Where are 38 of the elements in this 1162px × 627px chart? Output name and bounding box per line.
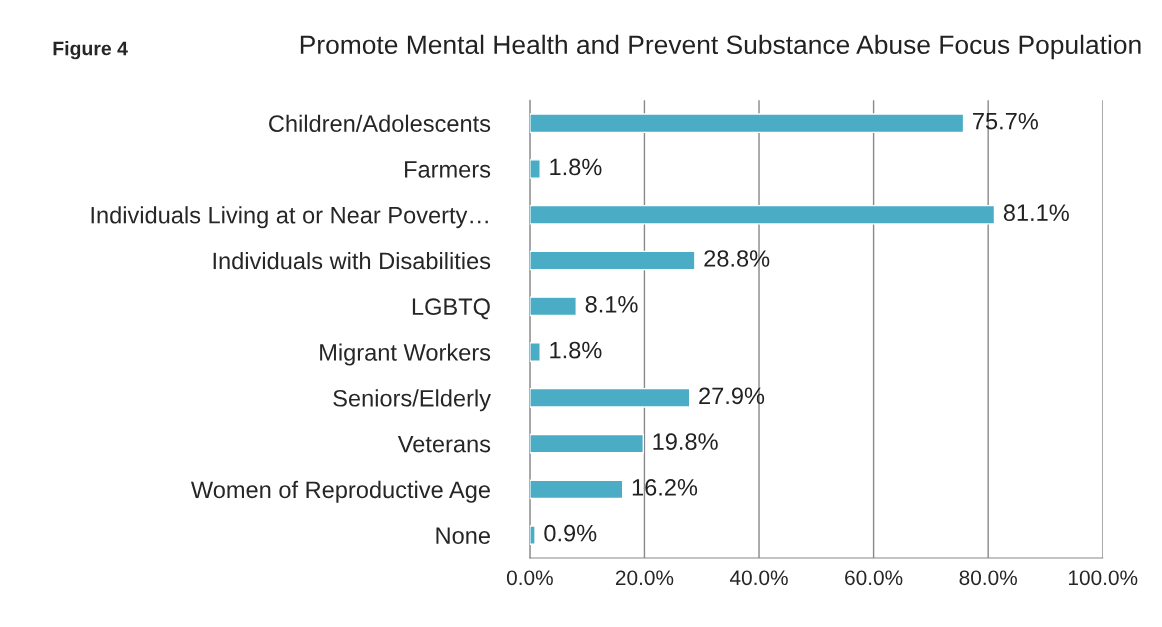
bar (529, 342, 541, 362)
x-tick-label: 80.0% (959, 570, 1017, 586)
data-label: 75.7% (973, 112, 1038, 130)
x-tick-label: 60.0% (845, 570, 903, 586)
y-tick-label: Individuals Living at or Near Poverty… (91, 206, 488, 229)
y-tick-label: Seniors/Elderly (333, 389, 491, 412)
data-label: 27.9% (699, 387, 765, 405)
data-label: 1.8% (550, 341, 602, 359)
chart-title: Promote Mental Health and Prevent Substance Abuse Focus Population (300, 34, 1141, 60)
bar (529, 204, 996, 225)
y-tick-label: Children/Adolescents (269, 114, 491, 132)
data-label: 8.1% (585, 295, 638, 313)
x-tick-label: 20.0% (615, 570, 674, 586)
bar (529, 525, 536, 545)
bar (529, 250, 696, 271)
y-tick-label: Farmers (405, 161, 491, 178)
data-label: 16.2% (632, 478, 698, 496)
bar (529, 113, 965, 134)
bar (529, 159, 541, 179)
x-tick-label: 0.0% (506, 570, 553, 586)
data-label: 19.8% (653, 433, 718, 450)
x-tick-label: 40.0% (729, 570, 788, 586)
data-label: 0.9% (544, 524, 597, 542)
y-tick-label: Migrant Workers (320, 343, 491, 366)
bar (529, 387, 691, 408)
data-label: 81.1% (1003, 204, 1069, 222)
y-tick-label: Women of Reproductive Age (190, 480, 490, 503)
data-label: 28.8% (704, 250, 770, 267)
data-label: 1.8% (550, 158, 602, 176)
bar (529, 296, 577, 317)
bar (529, 433, 644, 454)
bar (529, 479, 624, 500)
y-tick-label: LGBTQ (412, 298, 490, 320)
y-tick-label: Veterans (397, 435, 491, 453)
y-tick-label: None (436, 527, 490, 544)
caption: Figure 4 (53, 41, 128, 60)
x-tick-label: 100.0% (1069, 570, 1138, 586)
y-tick-label: Individuals with Disabilities (213, 251, 491, 270)
